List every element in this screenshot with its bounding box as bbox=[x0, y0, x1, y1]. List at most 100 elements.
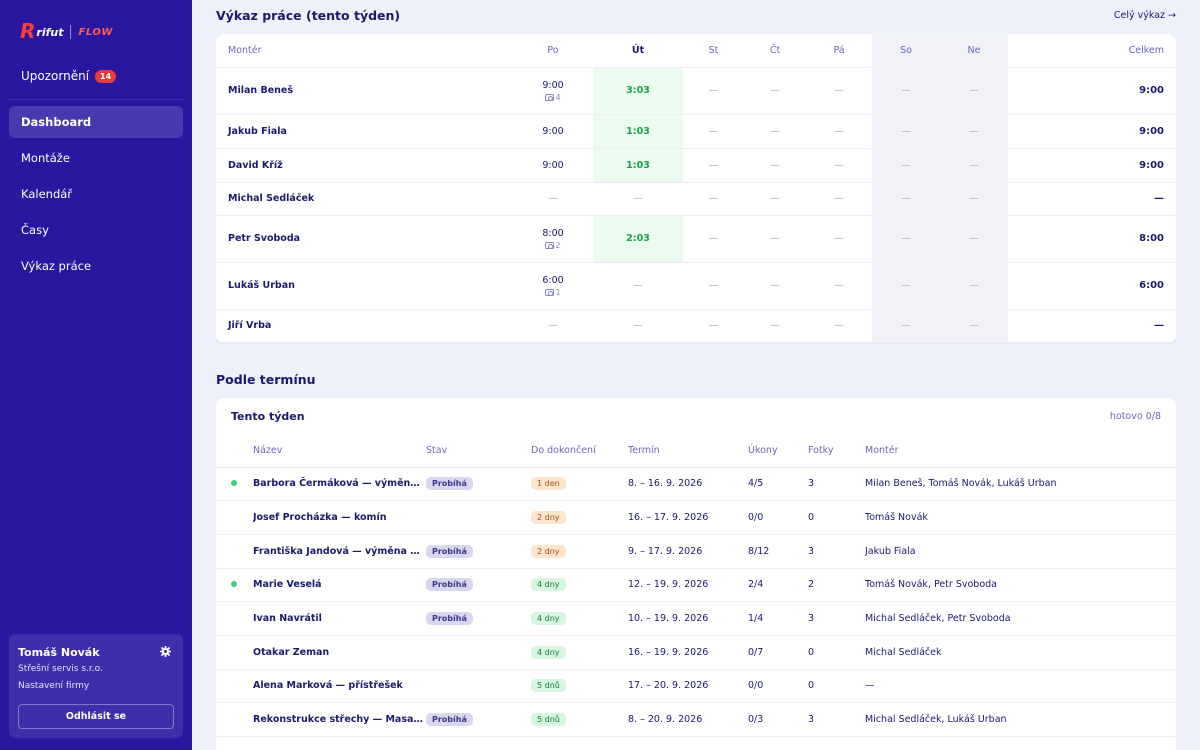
col-header-name: Název bbox=[253, 434, 426, 468]
worker-name[interactable]: Lukáš Urban bbox=[216, 262, 513, 310]
job-row[interactable]: Ivan Navrátil Probíhá 4 dny 10. – 19. 9. 20… bbox=[216, 601, 1176, 636]
job-row[interactable]: Barbora Čermáková — výměna střešní kryti… bbox=[216, 467, 1176, 502]
gear-icon[interactable] bbox=[160, 646, 171, 657]
day-hours: — bbox=[834, 125, 844, 137]
job-name[interactable]: Otakar Zeman bbox=[253, 635, 426, 670]
job-status bbox=[426, 635, 531, 670]
photo-count: 4 bbox=[513, 93, 593, 102]
day-hours: — bbox=[834, 193, 844, 204]
job-row[interactable]: Otakar Zeman 4 dny 16. – 19. 9. 2026 0/7 0 Mi… bbox=[216, 635, 1176, 670]
nav-item-casy[interactable]: Časy bbox=[9, 214, 183, 246]
job-tasks: 0/7 bbox=[748, 635, 808, 670]
col-header-indicator bbox=[216, 434, 253, 468]
job-row[interactable]: Alena Marková — přístřešek 5 dnů 17. – 20.… bbox=[216, 669, 1176, 704]
worker-name[interactable]: Petr Svoboda bbox=[216, 215, 513, 263]
logo-separator bbox=[70, 25, 72, 39]
day-hours: — bbox=[969, 280, 979, 291]
job-name[interactable]: Barbora Čermáková — výměna střešní kryti… bbox=[253, 467, 426, 502]
job-indicator bbox=[216, 669, 253, 704]
job-due: 1 den bbox=[531, 467, 628, 502]
day-hours: — bbox=[633, 320, 643, 331]
day-cell: — bbox=[744, 148, 806, 183]
day-hours: 6:00 bbox=[542, 274, 564, 286]
job-name[interactable]: Františka Jandová — výměna okapů bbox=[253, 534, 426, 569]
day-hours: — bbox=[901, 320, 911, 331]
day-cell: — bbox=[593, 182, 683, 216]
job-row[interactable]: Františka Jandová — výměna okapů Probíhá 2… bbox=[216, 534, 1176, 569]
job-row[interactable]: Marie Veselá Probíhá 4 dny 12. – 19. 9. 202… bbox=[216, 568, 1176, 603]
job-photos: 0 bbox=[808, 669, 865, 704]
worker-name[interactable]: Jakub Fiala bbox=[216, 114, 513, 149]
day-hours: — bbox=[708, 125, 719, 137]
day-hours: — bbox=[969, 159, 979, 171]
day-cell: 9:00 bbox=[513, 114, 593, 149]
day-hours: — bbox=[770, 320, 780, 331]
day-cell: — bbox=[683, 215, 744, 263]
job-workers: — bbox=[865, 669, 1176, 704]
logo-name: rifut bbox=[36, 26, 64, 39]
status-badge: Probíhá bbox=[426, 477, 473, 491]
job-term: 17. – 20. 9. 2026 bbox=[628, 669, 748, 704]
job-name[interactable]: Rekonstrukce střechy — Masarykova bbox=[253, 702, 426, 737]
worker-name[interactable]: Jiří Vrba bbox=[216, 309, 513, 343]
timesheet-row[interactable]: Petr Svoboda 8:00 2 2:03— — — — —8:00 bbox=[216, 215, 1176, 263]
day-cell: — bbox=[593, 262, 683, 310]
due-badge: 2 dny bbox=[531, 544, 566, 558]
day-cell: — bbox=[806, 309, 872, 343]
week-total: 9:00 bbox=[1008, 148, 1176, 183]
day-hours: — bbox=[633, 193, 643, 204]
nav-item-dashboard[interactable]: Dashboard bbox=[9, 106, 183, 138]
timesheet-row[interactable]: David Kříž 9:00 1:03 — — — — — 9:00 bbox=[216, 148, 1176, 183]
job-workers: Jakub Fiala bbox=[865, 534, 1176, 569]
week-total: 9:00 bbox=[1008, 67, 1176, 115]
day-cell: 9:00 4 bbox=[513, 67, 593, 115]
job-row[interactable]: Josef Procházka — komín 2 dny 16. – 17. 9.… bbox=[216, 500, 1176, 535]
job-name[interactable]: Marie Veselá bbox=[253, 568, 426, 603]
nav-item-montaze[interactable]: Montáže bbox=[9, 142, 183, 174]
week-total: 6:00 bbox=[1008, 262, 1176, 310]
timesheet-row[interactable]: Jakub Fiala 9:00 1:03 — — — — — 9:00 bbox=[216, 114, 1176, 149]
timesheet-row[interactable]: Michal Sedláček — — — — — — — — bbox=[216, 182, 1176, 216]
company-settings-link[interactable]: Nastavení firmy bbox=[18, 681, 90, 691]
logout-button[interactable]: Odhlásit se bbox=[18, 704, 174, 729]
job-workers: Tomáš Novák bbox=[865, 500, 1176, 535]
job-workers: Michal Sedláček bbox=[865, 635, 1176, 670]
timesheet-title: Výkaz práce (tento týden) bbox=[216, 8, 401, 23]
timesheet-card: Montér Po Út St Čt Pá So Ne Celkem Milan… bbox=[216, 34, 1176, 343]
nav-item-vykaz-prace[interactable]: Výkaz práce bbox=[9, 250, 183, 282]
col-header-status: Stav bbox=[426, 434, 531, 468]
full-timesheet-link[interactable]: Celý výkaz → bbox=[1113, 10, 1176, 21]
day-cell: — bbox=[872, 182, 940, 216]
notifications-link[interactable]: Upozornění 14 bbox=[21, 69, 117, 83]
day-cell: 1:03 bbox=[593, 114, 683, 149]
timesheet-row[interactable]: Milan Beneš 9:00 4 3:03— — — — —9:00 bbox=[216, 67, 1176, 115]
job-name[interactable]: Josef Procházka — komín bbox=[253, 500, 426, 535]
timesheet-row[interactable]: Lukáš Urban 6:00 1— — — — — —6:00 bbox=[216, 262, 1176, 310]
job-row[interactable]: Rekonstrukce střechy — MasarykovaProbíhá… bbox=[216, 702, 1176, 737]
day-cell: — bbox=[872, 215, 940, 263]
col-header-day-weekend: Ne bbox=[940, 34, 1008, 68]
job-workers: Milan Beneš, Tomáš Novák, Lukáš Urban bbox=[865, 467, 1176, 502]
day-cell: — bbox=[683, 148, 744, 183]
worker-name[interactable]: David Kříž bbox=[216, 148, 513, 183]
logo-mark: R bbox=[20, 19, 36, 43]
timesheet-row[interactable]: Jiří Vrba — — — — — — — — bbox=[216, 309, 1176, 343]
col-header-day: Pá bbox=[806, 34, 872, 68]
job-name[interactable]: Alena Marková — přístřešek bbox=[253, 669, 426, 704]
nav-item-kalendar[interactable]: Kalendář bbox=[9, 178, 183, 210]
worker-name[interactable]: Michal Sedláček bbox=[216, 182, 513, 216]
worker-name[interactable]: Milan Beneš bbox=[216, 67, 513, 115]
nav-item-label: Kalendář bbox=[21, 187, 73, 201]
day-hours: — bbox=[901, 159, 911, 171]
logo-product: FLOW bbox=[78, 27, 113, 38]
photo-count-value: 4 bbox=[555, 92, 561, 102]
job-term: 8. – 20. 9. 2026 bbox=[628, 702, 748, 737]
job-due: 2 dny bbox=[531, 500, 628, 535]
job-term: 16. – 17. 9. 2026 bbox=[628, 500, 748, 535]
job-name[interactable]: Ivan Navrátil bbox=[253, 601, 426, 636]
col-header-day: Čt bbox=[744, 34, 806, 68]
day-hours: — bbox=[770, 193, 780, 204]
app-logo[interactable]: R rifut FLOW bbox=[20, 20, 113, 42]
day-cell: — bbox=[744, 309, 806, 343]
col-header-workers: Montér bbox=[865, 434, 1176, 468]
